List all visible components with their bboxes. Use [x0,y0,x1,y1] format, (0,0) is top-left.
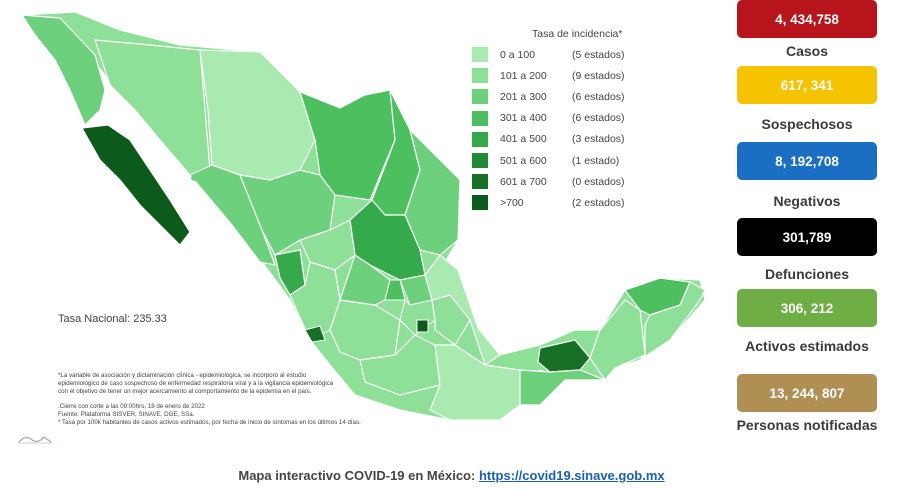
stat-label: Sospechosos [761,116,853,132]
legend-count: (5 estados) [572,48,625,61]
wave-logo-icon [18,436,52,444]
legend-range: 0 a 100 [500,48,536,61]
footnotes: *La variable de asociación y dictaminaci… [58,372,398,427]
map-chiapas [519,369,606,406]
stat-label: Negativos [773,193,841,209]
legend-row: 0 a 100 (5 estados) [472,44,662,65]
legend-range: 301 a 400 [500,112,547,125]
legend-row: 601 a 700 (0 estados) [472,171,662,192]
footer-link[interactable]: https://covid19.sinave.gob.mx [478,468,665,483]
map-chihuahua [199,49,316,181]
map-durango [239,169,336,256]
map-island [191,175,199,181]
stat-value-box: 4, 434,758 [737,0,877,38]
map-campeche [589,299,646,381]
national-rate: Tasa Nacional: 235.33 [58,313,167,325]
legend-row: 201 a 300 (6 estados) [472,86,662,107]
map-baja-california-sur [81,124,191,246]
legend-count: (6 estados) [572,112,625,125]
map-veracruz [424,254,501,366]
legend-count: (0 estados) [572,175,625,188]
footer-text: Mapa interactivo COVID-19 en México: [238,468,476,483]
legend-range: 101 a 200 [500,69,547,82]
legend-count: (6 estados) [572,90,625,103]
legend-range: 401 a 500 [500,133,547,146]
legend-swatch [472,68,488,84]
map-baja-california [20,14,106,127]
legend-row: 501 a 600 (1 estado) [472,150,662,171]
legend-rows: 0 a 100 (5 estados) 101 a 200 (9 estados) 20… [472,44,662,214]
stat-label: Personas notificadas [736,417,878,433]
stat-label: Casos [785,43,829,59]
stat-value-box: 8, 192,708 [737,142,877,180]
legend-swatch [472,89,488,105]
footnote-line: Fuente: Plataforma SISVER, SINAVE, DGE, … [58,410,195,418]
footnote-line: *La variable de asociación y dictaminaci… [58,372,307,379]
stat-label: Activos estimados [745,338,869,354]
legend-swatch [472,153,488,169]
footnote-line: .Cierre con corte a las 09:00hrs, 18 de … [58,402,205,410]
mexico-incidence-map [19,11,706,421]
legend-swatch [472,131,488,147]
legend-row: >700 (2 estados) [472,192,662,213]
stat-value-box: 301,789 [737,218,877,256]
legend-row: 101 a 200 (9 estados) [472,65,662,86]
legend-range: >700 [500,196,524,209]
legend-count: (9 estados) [572,69,625,82]
map-colima [304,325,326,343]
map-island [202,182,208,186]
map-cdmx [416,319,429,333]
legend-swatch [472,110,488,126]
legend-count: (2 estados) [572,196,625,209]
legend-swatch [472,47,488,63]
legend-count: (3 estados) [572,133,625,146]
legend-swatch [472,174,488,190]
stat-value-box: 13, 244, 807 [737,374,877,412]
legend-title: Tasa de incidencia* [532,28,623,40]
incidence-legend: Tasa de incidencia* 0 a 100 (5 estados) 10… [472,28,662,214]
legend-range: 201 a 300 [500,90,547,103]
stat-value-box: 617, 341 [737,66,877,104]
legend-range: 501 a 600 [500,154,547,167]
footnote-line: epidemiológico de caso sospechoso de enf… [58,380,334,388]
footnote-line: con el objetivo de tener un mejor acerca… [58,388,312,396]
legend-range: 601 a 700 [500,175,547,188]
stat-label: Defunciones [764,266,849,282]
legend-row: 401 a 500 (3 estados) [472,129,662,150]
map-quintana-roo [639,281,706,361]
legend-row: 301 a 400 (6 estados) [472,108,662,129]
footnote-line: * Tasa por 100k habitantes de casos acti… [58,419,361,427]
legend-count: (1 estado) [572,154,620,167]
stat-value-box: 306, 212 [737,289,877,327]
legend-swatch [472,195,488,211]
footer: Mapa interactivo COVID-19 en México: htt… [0,468,903,483]
map-coahuila [299,89,396,201]
map-sinaloa [189,164,276,266]
